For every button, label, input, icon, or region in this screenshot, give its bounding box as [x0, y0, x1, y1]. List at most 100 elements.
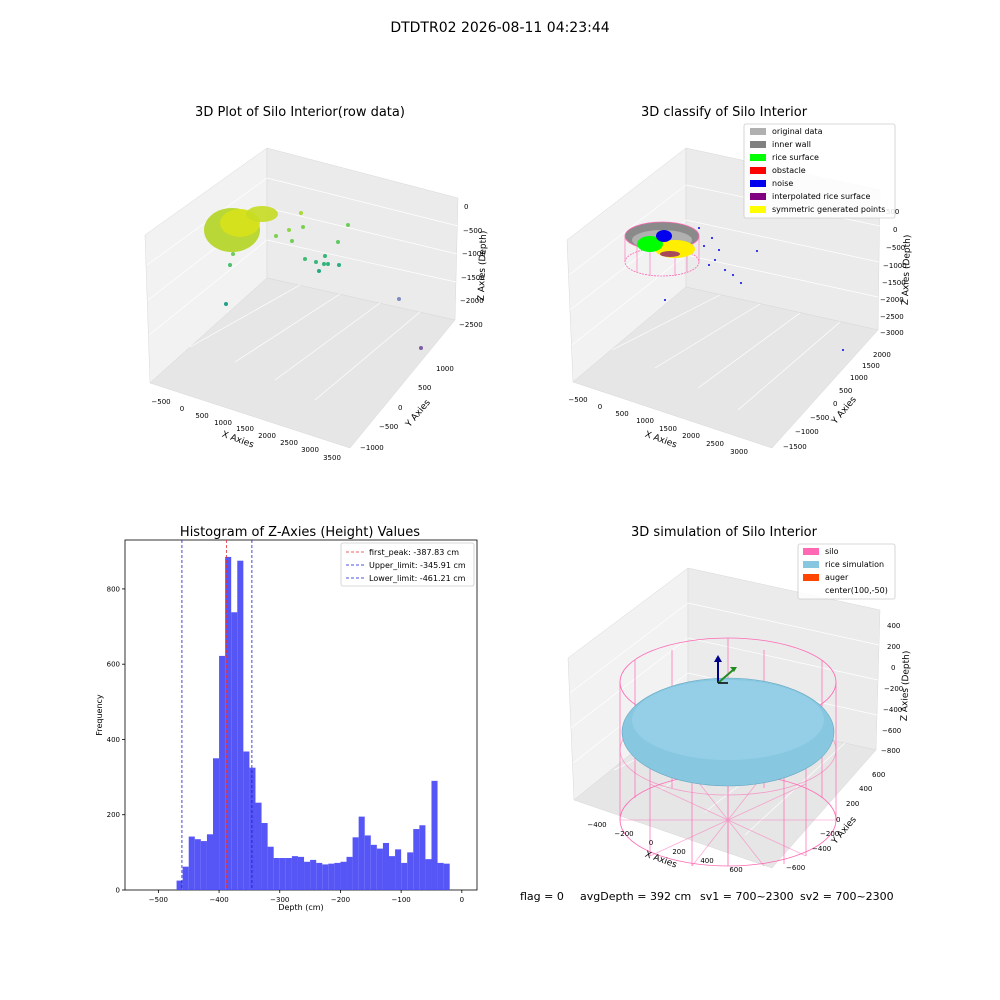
histogram-x-tick-label: −500	[149, 896, 168, 904]
histogram-bar	[291, 856, 298, 890]
histogram-bar	[322, 864, 329, 890]
svg-text:500: 500	[615, 410, 628, 418]
panel4-rice-surface-shade	[632, 680, 824, 760]
svg-text:−800: −800	[881, 747, 900, 755]
panel3-xlabel: Depth (cm)	[278, 903, 323, 912]
svg-text:−600: −600	[882, 727, 901, 735]
histogram-bar	[237, 560, 244, 890]
svg-text:400: 400	[887, 622, 900, 630]
panel1-scatter-points	[224, 211, 423, 350]
histogram-bar	[182, 866, 189, 890]
svg-text:−2500: −2500	[459, 321, 483, 329]
svg-text:−500: −500	[568, 396, 587, 404]
histogram-bar	[279, 858, 286, 890]
legend-label: rice simulation	[825, 560, 884, 569]
panel3-ylabel: Frequency	[95, 694, 104, 736]
legend-swatch	[803, 561, 819, 568]
svg-text:−600: −600	[786, 864, 805, 872]
svg-text:−500: −500	[810, 414, 829, 422]
legend-swatch	[750, 180, 766, 187]
panel2-noise-cluster	[656, 230, 672, 242]
histogram-bar	[419, 825, 426, 890]
svg-text:3000: 3000	[730, 448, 748, 456]
legend-swatch	[803, 574, 819, 581]
panel-histogram: Histogram of Z-Axies (Height) Values −50…	[95, 525, 478, 912]
panel3-legend-entries: first_peak: -387.83 cm Upper_limit: -345.…	[346, 548, 466, 583]
panel-raw-3d: 3D Plot of Silo Interior(row data) −500 …	[144, 105, 489, 462]
legend-label: auger	[825, 573, 849, 582]
panel3-y-ticks: 0 200 400 600 800	[107, 585, 125, 895]
svg-text:−200: −200	[614, 830, 633, 838]
histogram-bar	[364, 835, 371, 890]
svg-text:200: 200	[887, 643, 900, 651]
svg-text:1500: 1500	[236, 425, 254, 433]
status-line: flag = 0 avgDepth = 392 cm sv1 = 700~230…	[520, 890, 894, 903]
svg-text:−500: −500	[379, 423, 398, 431]
legend-label: center(100,-50)	[825, 586, 888, 595]
svg-text:400: 400	[700, 857, 713, 865]
svg-text:0: 0	[180, 405, 184, 413]
histogram-bar	[310, 859, 317, 890]
svg-text:2500: 2500	[706, 440, 724, 448]
histogram-legend-label: Lower_limit: -461.21 cm	[369, 574, 466, 583]
legend-swatch	[750, 154, 766, 161]
histogram-bar	[316, 862, 323, 890]
svg-text:1500: 1500	[862, 362, 880, 370]
histogram-bar	[200, 841, 207, 890]
status-avg-depth: avgDepth = 392 cm	[580, 890, 691, 903]
histogram-legend-label: first_peak: -387.83 cm	[369, 548, 459, 557]
legend-label: rice surface	[772, 153, 819, 162]
legend-label: interpolated rice surface	[772, 192, 870, 201]
panel1-axes-box	[144, 147, 459, 449]
panel1-dense-cluster-arc	[246, 206, 278, 222]
legend-label: silo	[825, 547, 839, 556]
histogram-bar	[376, 848, 383, 890]
panel3-legend: first_peak: -387.83 cm Upper_limit: -345.…	[340, 542, 475, 587]
panel4-auger	[714, 655, 737, 684]
svg-text:0: 0	[891, 664, 895, 672]
svg-text:2500: 2500	[280, 439, 298, 447]
svg-text:500: 500	[418, 384, 431, 392]
svg-text:0: 0	[893, 226, 897, 234]
panel4-rice-simulation	[621, 677, 835, 787]
histogram-x-tick-label: −200	[331, 896, 350, 904]
legend-swatch	[803, 548, 819, 555]
histogram-bar	[395, 849, 402, 890]
panel1-gridlines	[146, 177, 459, 401]
panel1-zlabel: Z Axies (Depth)	[477, 231, 489, 302]
panel4-legend-entries: silo rice simulation auger center(100,-50)	[803, 547, 888, 595]
legend-swatch	[750, 141, 766, 148]
figure-suptitle: DTDTR02 2026-08-11 04:23:44	[390, 20, 609, 36]
svg-text:2000: 2000	[258, 432, 276, 440]
panel1-ylabel: Y Axies	[404, 398, 433, 430]
panel4-y-ticks: −600 −400 −200 0 200 400 600	[786, 771, 885, 872]
svg-text:3500: 3500	[323, 454, 341, 462]
panel4-z-ticks: 400 200 0 −200 −400 −600 −800	[881, 622, 903, 755]
svg-text:200: 200	[846, 800, 859, 808]
panel2-noise-points	[664, 227, 844, 351]
svg-text:−1500: −1500	[783, 443, 807, 451]
svg-text:−3000: −3000	[880, 329, 904, 337]
svg-text:1000: 1000	[850, 374, 868, 382]
svg-text:0: 0	[836, 816, 840, 824]
histogram-x-tick-label: −100	[392, 896, 411, 904]
svg-text:−1000: −1000	[360, 444, 384, 452]
legend-label: symmetric generated points	[772, 205, 885, 214]
histogram-bar	[188, 836, 195, 890]
svg-text:−400: −400	[587, 821, 606, 829]
svg-text:0: 0	[833, 400, 837, 408]
panel1-floor-pane	[149, 277, 456, 449]
panel1-y-ticks: −1000 −500 0 500 1000	[360, 365, 454, 452]
legend-swatch	[750, 128, 766, 135]
legend-swatch	[750, 167, 766, 174]
histogram-bar	[249, 767, 256, 890]
svg-text:−1000: −1000	[883, 262, 907, 270]
svg-text:600: 600	[872, 771, 885, 779]
svg-text:200: 200	[672, 848, 685, 856]
histogram-bar	[231, 612, 238, 890]
histogram-bar	[328, 863, 335, 890]
panel3-x-ticks: −500 −400 −300 −200 −100 0	[149, 890, 464, 904]
panel2-y-ticks: −1500 −1000 −500 0 500 1000 1500 2000	[783, 351, 891, 451]
svg-text:−1000: −1000	[462, 250, 486, 258]
histogram-bar	[304, 861, 311, 890]
